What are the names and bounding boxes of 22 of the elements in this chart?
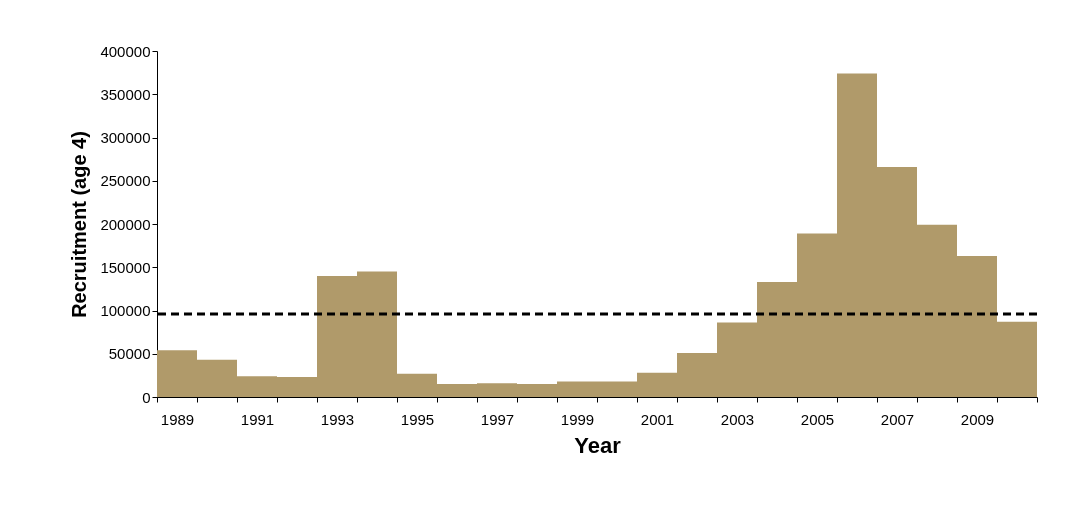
y-tick-label: 200000	[100, 215, 151, 233]
x-tick-label: 1993	[320, 410, 355, 428]
x-tick-label: 1997	[480, 410, 515, 428]
x-tick-label: 2001	[640, 410, 675, 428]
x-tick-label: 2003	[720, 410, 755, 428]
x-tick-label: 1991	[240, 410, 275, 428]
x-tick-label: 2009	[960, 410, 995, 428]
x-tick-label: 1995	[400, 410, 435, 428]
y-tick-label: 50000	[108, 345, 151, 363]
y-tick-label: 150000	[100, 258, 151, 276]
x-axis-title: Year	[574, 432, 622, 458]
x-tick-label: 2005	[800, 410, 835, 428]
y-tick-label: 400000	[100, 42, 151, 60]
x-tick-label: 2007	[880, 410, 915, 428]
y-tick-label: 250000	[100, 172, 151, 190]
y-tick-label: 0	[142, 388, 151, 406]
x-tick-label: 1989	[160, 410, 195, 428]
y-tick-label: 350000	[100, 85, 151, 103]
y-tick-label: 300000	[100, 129, 151, 146]
y-tick-label: 100000	[100, 302, 151, 319]
x-tick-label: 1999	[560, 410, 595, 428]
y-axis-title: Recruitment (age 4)	[68, 131, 91, 318]
